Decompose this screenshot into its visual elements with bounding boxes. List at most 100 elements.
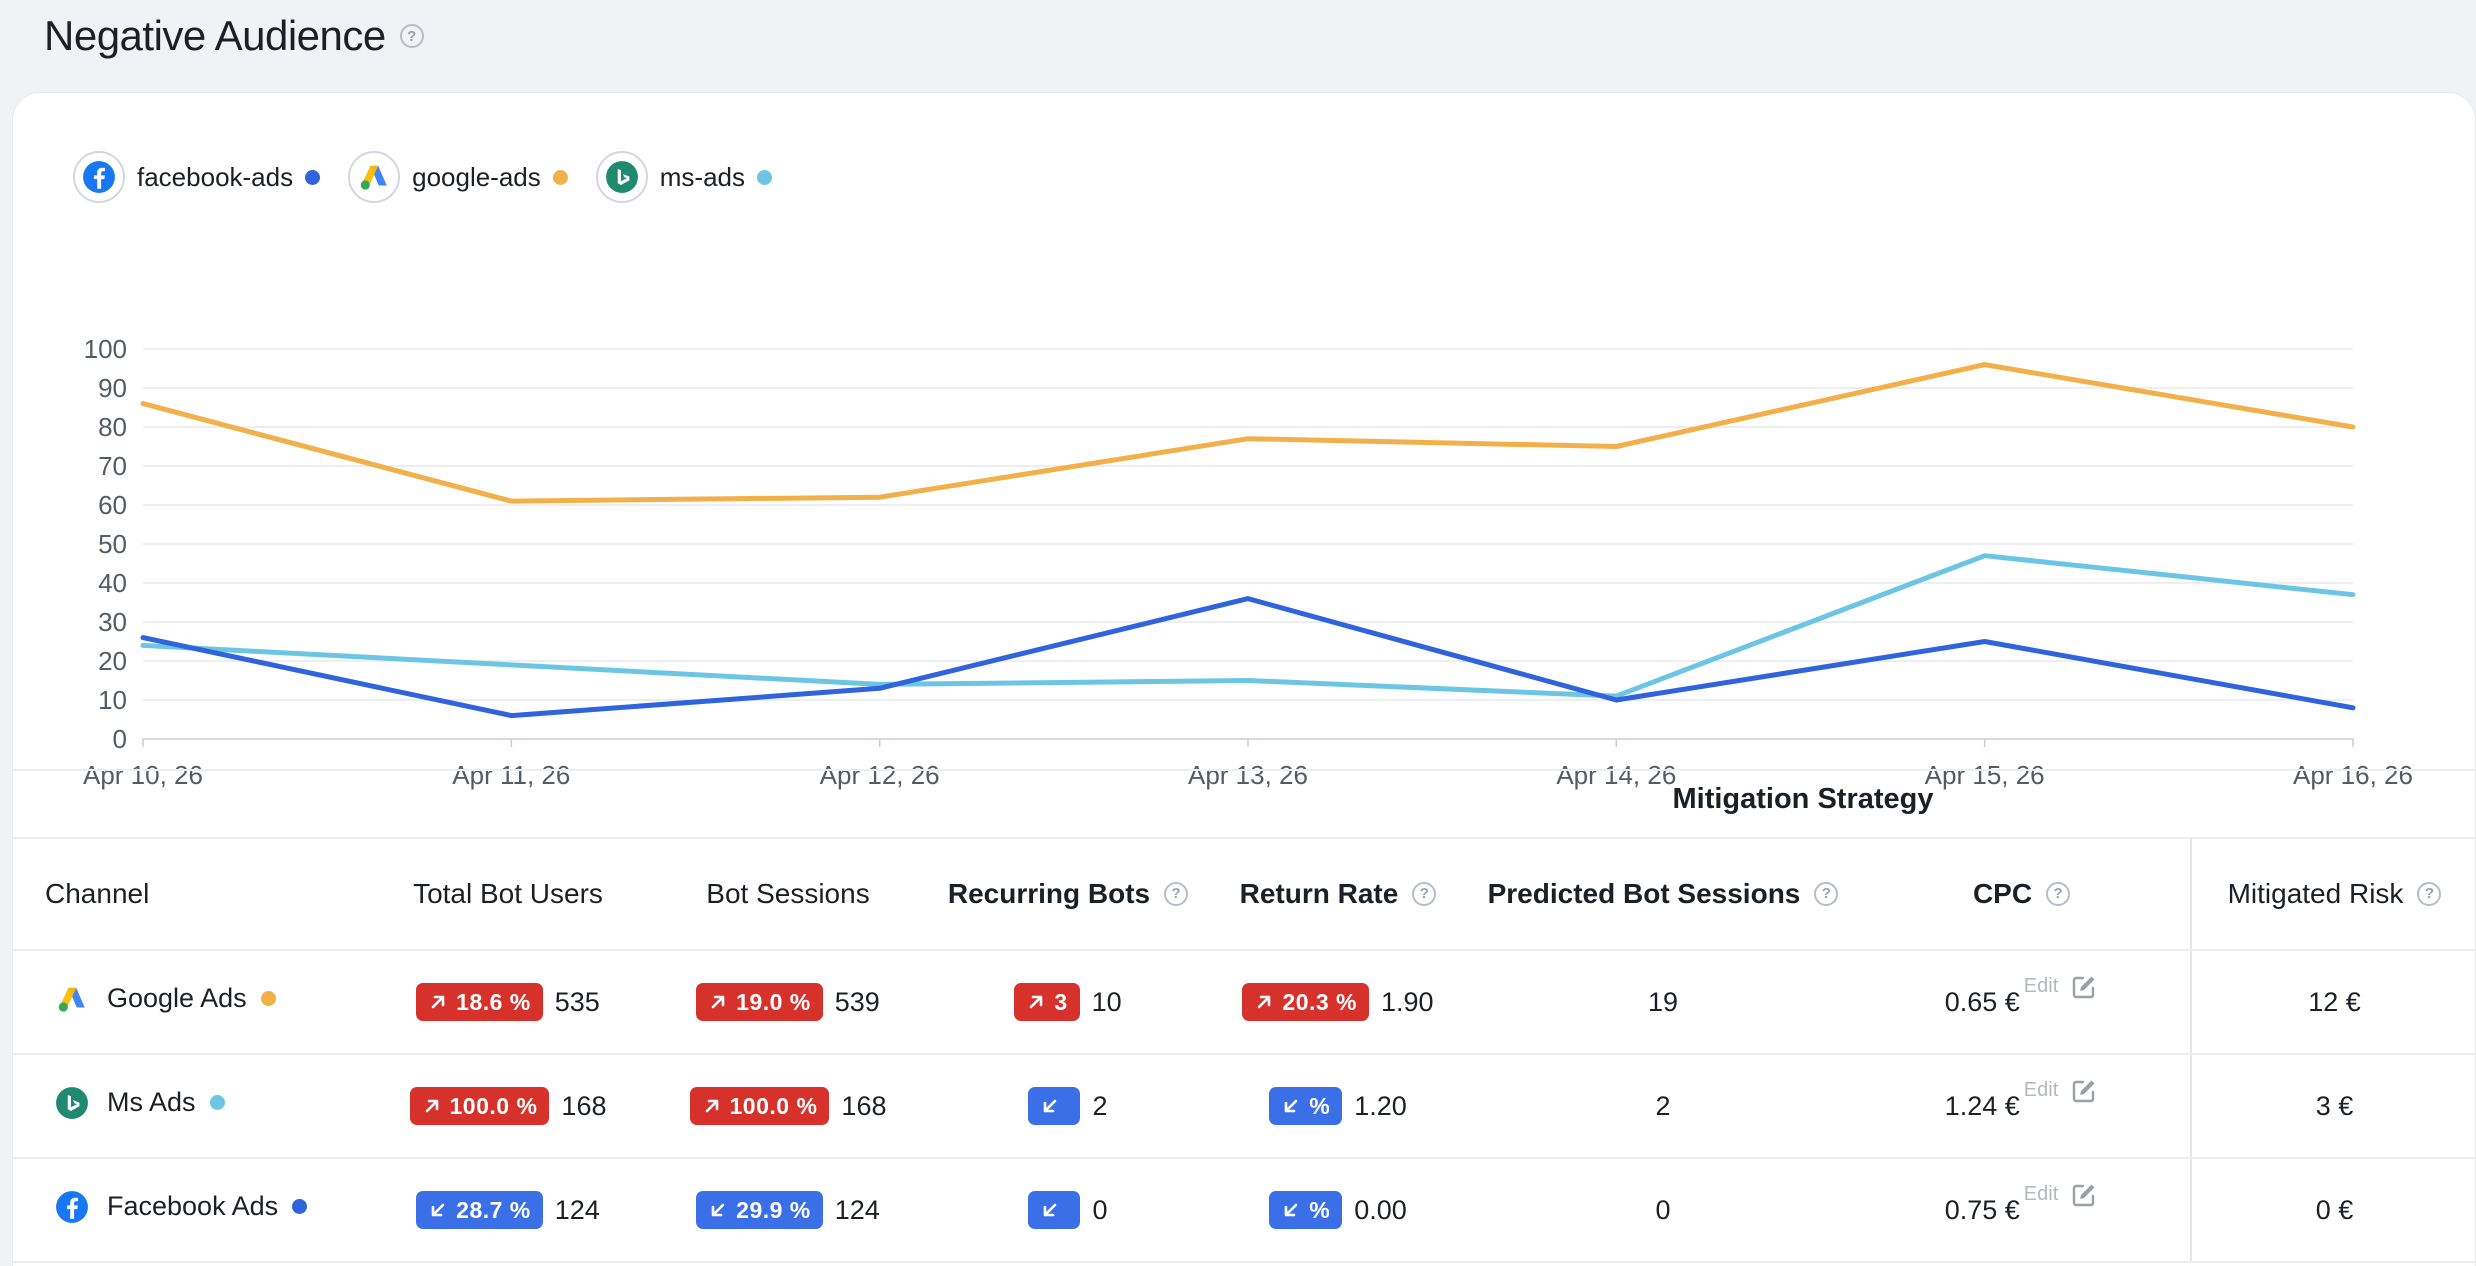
col-label: Mitigated Risk [2227, 877, 2404, 909]
arrow-up-right-icon [422, 1096, 442, 1116]
table-row: Google Ads 18.6 % 535 19.0 % 539 3 10 [13, 950, 2475, 1055]
total-bot-users-cell: 18.6 % 535 [373, 950, 643, 1055]
facebook-logo-icon [73, 151, 125, 203]
table-row: Facebook Ads 28.7 % 124 29.9 % 124 0 [13, 1158, 2475, 1263]
google-ads-logo-icon [55, 982, 89, 1016]
trend-badge: 100.0 % [689, 1087, 830, 1125]
cell-value: 124 [834, 1194, 880, 1225]
edit-link[interactable]: Edit [2023, 974, 2059, 997]
help-icon[interactable]: ? [2046, 881, 2071, 906]
predicted-bot-sessions-cell: 0 [1473, 1158, 1853, 1263]
badge-text: 19.0 % [736, 988, 811, 1015]
edit-icon[interactable] [2070, 973, 2098, 1001]
y-tick-label: 80 [98, 412, 127, 442]
badge-text: % [1309, 1092, 1331, 1119]
predicted-bot-sessions-cell: 2 [1473, 1054, 1853, 1159]
ms-ads-logo-icon [595, 151, 648, 203]
trend-badge: 100.0 % [409, 1087, 550, 1125]
edit-icon[interactable] [2070, 1077, 2098, 1105]
legend-item-ms-ads[interactable]: ms-ads [595, 151, 773, 203]
col-total-bot-users[interactable]: Total Bot Users [373, 838, 643, 951]
recurring-bots-cell: 0 [933, 1158, 1203, 1263]
arrow-down-left-icon [428, 1200, 448, 1220]
col-label: Recurring Bots [947, 877, 1151, 909]
col-mitigated-risk[interactable]: Mitigated Risk? [2190, 838, 2475, 951]
col-cpc[interactable]: CPC? [1853, 838, 2191, 951]
y-tick-label: 90 [98, 373, 127, 403]
cell-value: 1.20 [1354, 1090, 1407, 1121]
channel-name: Facebook Ads [107, 1191, 279, 1221]
page-title: Negative Audience [44, 12, 386, 59]
chart-legend: facebook-ads google-ads ms-ads [73, 151, 773, 203]
help-icon[interactable]: ? [1164, 881, 1189, 906]
y-tick-label: 70 [98, 451, 127, 481]
y-tick-label: 20 [98, 646, 127, 676]
cpc-value: 0.75 € [1944, 1194, 2020, 1225]
col-channel[interactable]: Channel [13, 838, 373, 951]
cpc-cell: 0.65 € Edit [1853, 950, 2191, 1055]
bot-sessions-cell: 19.0 % 539 [643, 950, 933, 1055]
col-label: Return Rate [1239, 877, 1399, 909]
cpc-value: 1.24 € [1944, 1090, 2020, 1121]
legend-label: ms-ads [659, 161, 746, 192]
col-label: Predicted Bot Sessions [1487, 877, 1801, 909]
x-tick-label: Apr 15, 26 [1925, 760, 2045, 790]
y-tick-label: 50 [98, 529, 127, 559]
arrow-down-left-icon [1281, 1096, 1301, 1116]
edit-icon[interactable] [2070, 1181, 2098, 1209]
help-icon[interactable]: ? [1814, 881, 1839, 906]
col-bot-sessions[interactable]: Bot Sessions [643, 838, 933, 951]
total-bot-users-cell: 28.7 % 124 [373, 1158, 643, 1263]
trend-badge: 18.6 % [416, 983, 543, 1021]
facebook-logo-icon [55, 1190, 89, 1224]
help-icon[interactable]: ? [1412, 881, 1437, 906]
arrow-up-right-icon [1026, 992, 1046, 1012]
trend-badge: 3 [1014, 983, 1080, 1021]
trend-badge: % [1269, 1191, 1343, 1229]
arrow-up-right-icon [708, 992, 728, 1012]
recurring-bots-cell: 3 10 [933, 950, 1203, 1055]
badge-text: 18.6 % [456, 988, 531, 1015]
col-return-rate[interactable]: Return Rate? [1203, 838, 1473, 951]
legend-dot [757, 169, 773, 185]
col-recurring-bots[interactable]: Recurring Bots? [933, 838, 1203, 951]
y-tick-label: 30 [98, 607, 127, 637]
cell-value: 1.90 [1381, 986, 1434, 1017]
channel-dot [260, 991, 276, 1006]
cell-value: 0.00 [1354, 1194, 1407, 1225]
edit-link[interactable]: Edit [2023, 1182, 2059, 1205]
mitigated-risk-cell: 0 € [2190, 1158, 2475, 1263]
help-icon[interactable]: ? [2417, 881, 2442, 906]
legend-item-facebook-ads[interactable]: facebook-ads [73, 151, 321, 203]
negative-audience-card: facebook-ads google-ads ms-ads 0 10 20 30 40… [12, 92, 2476, 1266]
recurring-bots-cell: 2 [933, 1054, 1203, 1159]
badge-text: 28.7 % [456, 1196, 531, 1223]
bot-sessions-cell: 100.0 % 168 [643, 1054, 933, 1159]
edit-link[interactable]: Edit [2023, 1078, 2059, 1101]
x-tick-label: Apr 13, 26 [1188, 760, 1308, 790]
ms-ads-logo-icon [55, 1086, 89, 1120]
title-row: Negative Audience ? [44, 6, 424, 66]
mitigated-risk-cell: 12 € [2190, 950, 2475, 1055]
help-icon[interactable]: ? [399, 24, 424, 48]
legend-item-google-ads[interactable]: google-ads [348, 151, 568, 203]
arrow-down-left-icon [1040, 1096, 1060, 1116]
channel-cell: Facebook Ads [13, 1158, 373, 1263]
y-tick-label: 60 [98, 490, 127, 520]
arrow-down-left-icon [708, 1200, 728, 1220]
trend-badge [1028, 1191, 1081, 1229]
cell-value: 168 [841, 1090, 887, 1121]
legend-label: google-ads [412, 161, 541, 192]
col-label: CPC [1972, 877, 2033, 909]
arrow-down-left-icon [1040, 1200, 1060, 1220]
mitigation-strategy-header: Mitigation Strategy [1672, 783, 1934, 815]
cell-value: 124 [554, 1194, 600, 1225]
legend-dot [552, 169, 568, 185]
channels-table: Channel Total Bot Users Bot Sessions Rec… [13, 838, 2475, 1263]
col-predicted-bot-sessions[interactable]: Predicted Bot Sessions? [1473, 838, 1853, 951]
table-header-row: Channel Total Bot Users Bot Sessions Rec… [13, 838, 2475, 951]
y-tick-label: 100 [84, 334, 127, 364]
google-ads-logo-icon [348, 151, 401, 203]
table-row: Ms Ads 100.0 % 168 100.0 % 168 2 [13, 1054, 2475, 1159]
channel-cell: Ms Ads [13, 1054, 373, 1159]
